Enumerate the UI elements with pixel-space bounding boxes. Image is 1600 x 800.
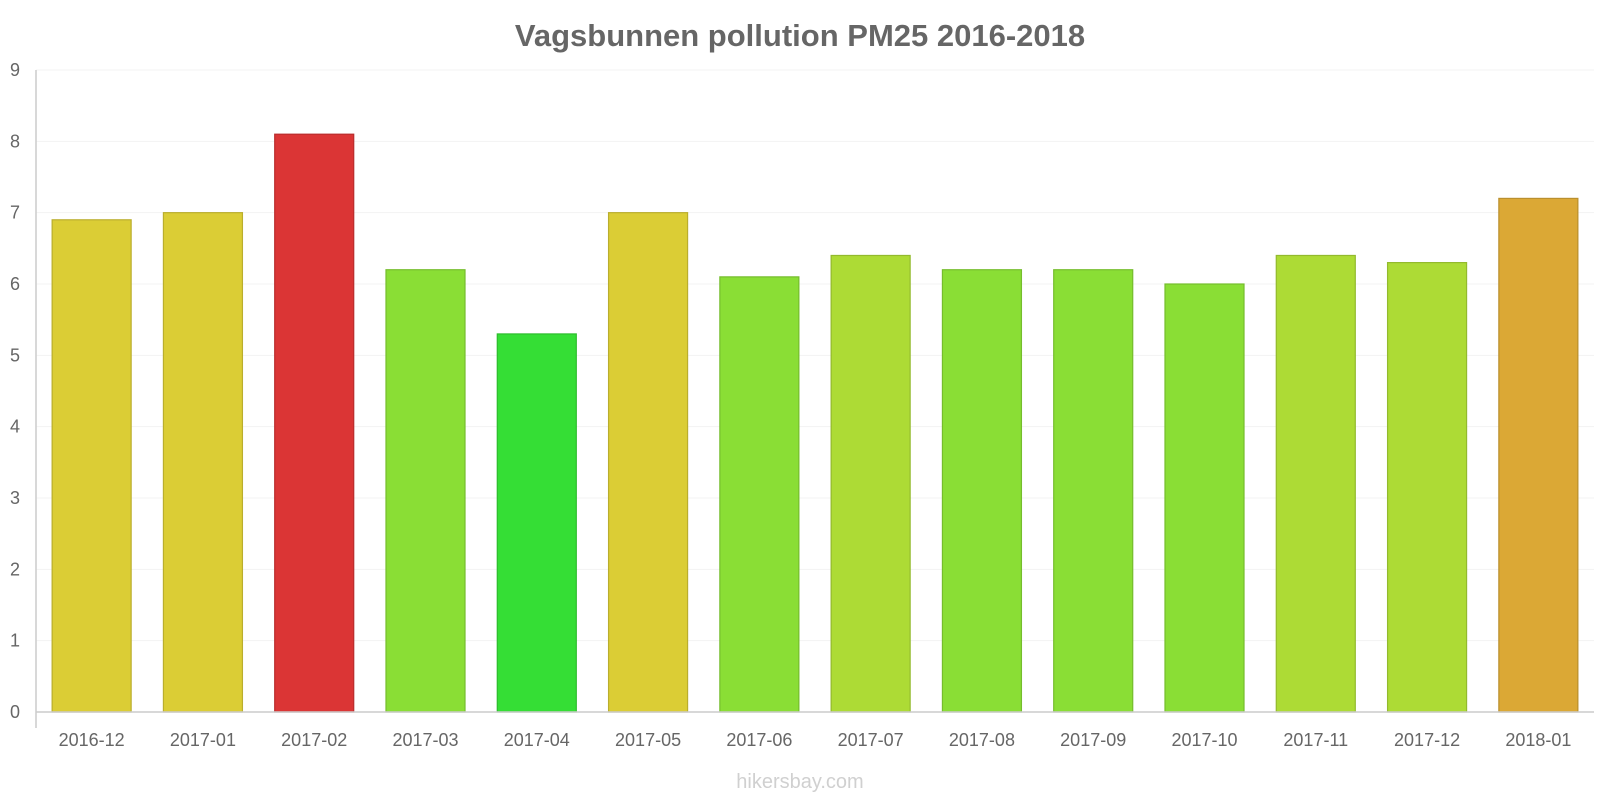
bar-2017-05 xyxy=(607,212,689,713)
bar-2017-09 xyxy=(1053,269,1134,713)
y-tick-label: 3 xyxy=(10,488,20,508)
x-tick-label: 2017-09 xyxy=(1060,730,1126,750)
y-axis-tick-labels: 0 1 2 3 4 5 6 7 8 9 xyxy=(10,60,20,722)
grid-lines xyxy=(36,69,1594,642)
x-tick-label: 2018-01 xyxy=(1505,730,1571,750)
bar-2017-01 xyxy=(162,212,244,713)
bar-2016-12 xyxy=(51,219,132,713)
x-axis-tick-labels: 2016-12 2017-01 2017-02 2017-03 2017-04 2017-… xyxy=(59,730,1572,750)
x-tick-label: 2017-10 xyxy=(1171,730,1237,750)
y-tick-label: 9 xyxy=(10,60,20,80)
x-tick-label: 2017-11 xyxy=(1283,730,1348,750)
y-tick-label: 2 xyxy=(10,559,20,579)
x-tick-label: 2017-06 xyxy=(726,730,792,750)
bar-2017-08 xyxy=(941,269,1023,713)
bar-2017-07 xyxy=(830,254,911,713)
bar-2017-12 xyxy=(1386,262,1468,713)
x-tick-label: 2017-08 xyxy=(949,730,1015,750)
chart-title: Vagsbunnen pollution PM25 2016-2018 xyxy=(515,18,1085,53)
bar-2017-06 xyxy=(719,276,800,713)
x-tick-label: 2017-05 xyxy=(615,730,681,750)
x-tick-label: 2017-12 xyxy=(1394,730,1460,750)
y-tick-label: 4 xyxy=(10,417,20,437)
y-tick-label: 5 xyxy=(10,345,20,365)
bar-2017-11 xyxy=(1275,254,1356,713)
x-tick-label: 2017-02 xyxy=(281,730,347,750)
bar-2017-02 xyxy=(274,133,355,713)
y-tick-label: 6 xyxy=(10,274,20,294)
x-tick-label: 2017-01 xyxy=(170,730,236,750)
x-tick-label: 2017-03 xyxy=(392,730,458,750)
bar-2017-04 xyxy=(496,333,577,713)
y-tick-label: 8 xyxy=(10,131,20,151)
bar-2017-10 xyxy=(1164,283,1245,713)
bars-group xyxy=(51,133,1579,713)
bar-2018-01 xyxy=(1498,197,1579,713)
credit-text: hikersbay.com xyxy=(736,771,863,793)
y-tick-label: 1 xyxy=(10,631,20,651)
x-tick-label: 2017-04 xyxy=(504,730,570,750)
bar-2017-03 xyxy=(385,269,466,713)
x-tick-label: 2016-12 xyxy=(59,730,125,750)
y-tick-label: 7 xyxy=(10,203,20,223)
y-tick-label: 0 xyxy=(10,702,20,722)
x-tick-label: 2017-07 xyxy=(838,730,904,750)
